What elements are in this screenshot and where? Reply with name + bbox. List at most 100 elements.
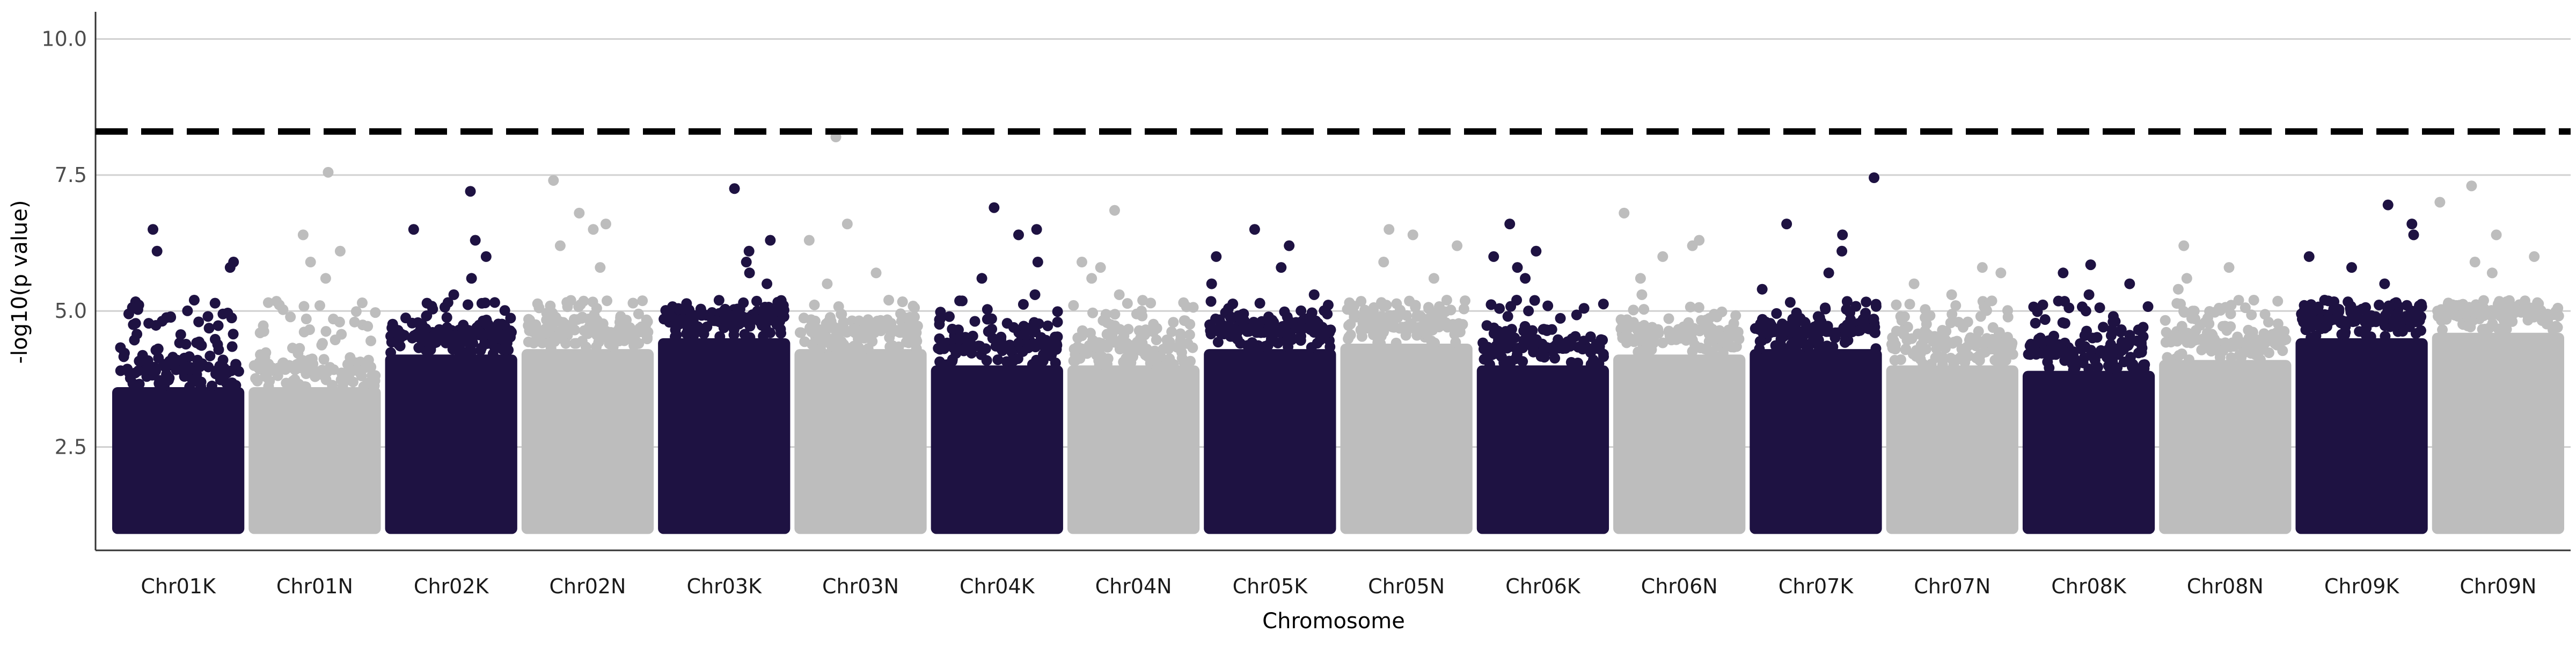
snp-point xyxy=(2192,334,2204,345)
snp-point xyxy=(1754,336,1766,347)
snp-point xyxy=(1282,311,1293,323)
snp-peak-point xyxy=(297,229,309,241)
snp-point xyxy=(274,299,285,310)
snp-point xyxy=(1298,323,1309,334)
snp-peak-point xyxy=(408,224,419,235)
snp-point xyxy=(1121,343,1132,354)
snp-point xyxy=(441,312,452,323)
snp-point xyxy=(2272,318,2284,330)
snp-point xyxy=(1841,296,1853,307)
snp-point xyxy=(751,295,763,307)
x-tick-label: Chr03K xyxy=(686,575,762,598)
snp-point xyxy=(1784,297,1796,308)
snp-point xyxy=(2039,314,2051,325)
snp-point xyxy=(739,329,750,340)
snp-point xyxy=(255,349,266,360)
dense-points xyxy=(1067,365,1200,534)
snp-point xyxy=(2365,331,2376,343)
snp-peak-point xyxy=(148,224,159,235)
snp-point xyxy=(489,297,500,308)
chromosome-chr01n-points xyxy=(248,166,381,534)
snp-point xyxy=(2552,302,2564,314)
snp-peak-point xyxy=(2080,306,2091,317)
snp-peak-point xyxy=(2529,251,2540,262)
snp-peak-point xyxy=(1136,306,1147,317)
snp-point xyxy=(1161,334,1173,345)
snp-point xyxy=(967,330,978,341)
snp-point xyxy=(561,297,573,308)
snp-point xyxy=(213,320,224,331)
snp-point xyxy=(537,337,548,348)
chromosome-chr05k-points xyxy=(1204,224,1336,534)
snp-point xyxy=(2069,362,2081,373)
y-tick-label: 5.0 xyxy=(55,299,87,323)
snp-point xyxy=(2059,296,2070,307)
snp-point xyxy=(869,327,880,338)
snp-point xyxy=(1845,307,1856,318)
snp-point xyxy=(2133,347,2144,359)
snp-point xyxy=(1711,340,1723,352)
snp-peak-point xyxy=(2379,278,2390,289)
dense-points xyxy=(1750,349,1882,534)
snp-point xyxy=(1347,306,1358,317)
snp-point xyxy=(1205,296,1217,307)
snp-point xyxy=(1433,301,1445,312)
chromosome-chr06k-points xyxy=(1476,219,1609,534)
snp-point xyxy=(1642,345,1653,356)
snp-point xyxy=(1940,343,1951,354)
snp-point xyxy=(1628,304,1639,316)
snp-peak-point xyxy=(1511,294,1523,306)
snp-point xyxy=(707,315,718,326)
snp-point xyxy=(557,318,568,330)
x-tick-label: Chr07N xyxy=(1914,575,1990,598)
snp-point xyxy=(532,327,543,338)
snp-point xyxy=(350,306,362,317)
snp-point xyxy=(1392,312,1403,323)
snp-peak-point xyxy=(1977,262,1988,273)
snp-peak-point xyxy=(1837,229,1848,241)
snp-point xyxy=(196,340,207,351)
snp-peak-point xyxy=(2187,306,2198,317)
x-tick-label: Chr04K xyxy=(960,575,1035,598)
snp-point xyxy=(2467,306,2478,317)
snp-point xyxy=(360,360,371,372)
snp-point xyxy=(1254,297,1265,309)
snp-point xyxy=(2171,298,2183,309)
snp-peak-point xyxy=(1284,240,1295,251)
snp-point xyxy=(1498,357,1510,368)
snp-peak-point xyxy=(548,175,559,186)
snp-point xyxy=(815,326,826,337)
snp-point xyxy=(209,297,221,309)
snp-point xyxy=(1298,314,1309,325)
snp-point xyxy=(1242,340,1253,351)
snp-point xyxy=(765,327,776,338)
snp-point xyxy=(774,316,786,327)
snp-peak-point xyxy=(1781,219,1792,230)
snp-point xyxy=(1091,340,1102,352)
snp-point xyxy=(2083,364,2095,375)
snp-point xyxy=(1459,295,1470,307)
snp-point xyxy=(1868,314,1879,325)
snp-point xyxy=(1946,309,1958,320)
snp-point xyxy=(1553,334,1564,345)
snp-point xyxy=(1359,304,1370,316)
snp-point xyxy=(798,312,809,324)
snp-point xyxy=(1166,326,1177,337)
snp-peak-point xyxy=(465,186,476,197)
snp-point xyxy=(2226,352,2237,364)
snp-point xyxy=(1052,306,1063,317)
snp-point xyxy=(2411,314,2423,325)
chromosome-chr02n-points xyxy=(521,175,654,534)
snp-point xyxy=(1496,333,1507,344)
snp-point xyxy=(633,308,644,319)
snp-peak-point xyxy=(989,202,1000,213)
snp-point xyxy=(1900,343,1912,354)
snp-point xyxy=(637,295,648,307)
snp-point xyxy=(1085,328,1096,339)
snp-point xyxy=(1168,359,1179,370)
snp-point xyxy=(2176,321,2187,332)
snp-point xyxy=(628,340,640,351)
snp-point xyxy=(1050,357,1061,368)
snp-point xyxy=(1151,335,1162,346)
snp-point xyxy=(1296,305,1307,316)
